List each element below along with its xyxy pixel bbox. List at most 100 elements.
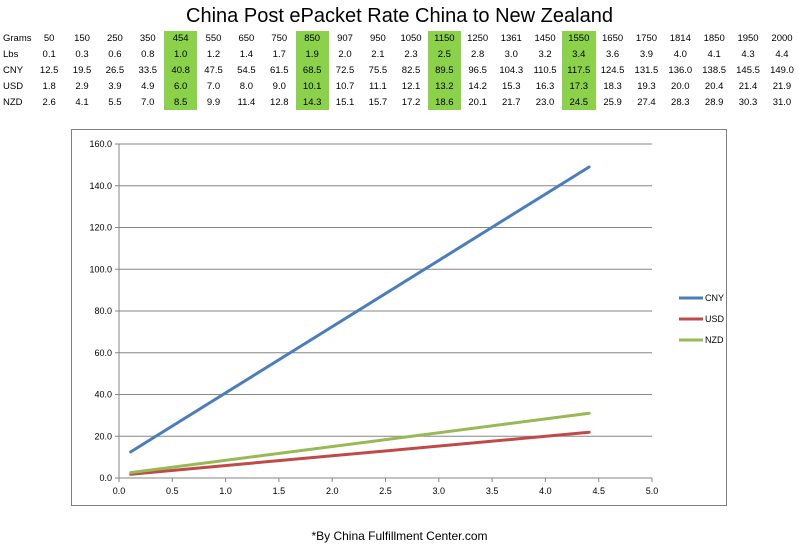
- table-cell: 2.5: [427, 46, 461, 63]
- table-row: NZD 2.6 4.1 5.5 7.0 8.5 9.9 11.4 12.8 14.3 15.1 15.…: [2, 94, 799, 110]
- x-tick-label: 1.0: [219, 486, 232, 496]
- table-cell: 20.0: [671, 80, 690, 92]
- table-cell: 1.4: [239, 49, 254, 61]
- table-cell: 17.3: [561, 78, 596, 95]
- table-cell: 12.8: [270, 96, 289, 108]
- table-cell: 950: [369, 33, 386, 45]
- table-cell: 14.2: [468, 80, 487, 92]
- table-cell: 350: [139, 33, 156, 45]
- table-cell: 1450: [534, 33, 556, 45]
- table-cell: 1.2: [206, 49, 221, 61]
- table-cell: 0.8: [141, 49, 155, 61]
- page-title: China Post ePacket Rate China to New Zea…: [186, 5, 613, 27]
- table-cell: 3.0: [504, 49, 518, 61]
- table-cell: 14.3: [295, 94, 329, 110]
- table-cell: 47.5: [204, 64, 223, 76]
- table-cell: 1250: [467, 33, 489, 45]
- table-cell: 550: [205, 33, 222, 45]
- series-line-nzd: [129, 411, 591, 475]
- table-cell: 23.0: [535, 96, 555, 108]
- table-cell: 15.1: [335, 96, 355, 108]
- table-cell: 75.5: [368, 64, 388, 76]
- table-cell: 4.1: [707, 49, 721, 61]
- table-cell: 0.6: [108, 49, 122, 61]
- table-cell: 3.6: [605, 49, 620, 61]
- x-tick-label: 2.0: [326, 486, 339, 496]
- table-cell: 68.5: [295, 62, 329, 79]
- table-cell: 6.0: [164, 78, 198, 95]
- table-cell: 104.3: [499, 64, 524, 76]
- table-cell: 20.4: [704, 80, 724, 92]
- table-cell: 1814: [669, 33, 691, 45]
- table-cell: 12.5: [39, 64, 59, 76]
- table-cell: 1750: [635, 33, 658, 45]
- table-cell: 10.7: [335, 80, 355, 92]
- table-cell: 250: [106, 33, 123, 45]
- table-cell: 25.9: [603, 96, 622, 108]
- table-cell: 1361: [500, 33, 522, 45]
- table-cell: 850: [295, 31, 329, 47]
- table-cell: 136.0: [668, 64, 693, 76]
- table-cell: 89.5: [427, 62, 461, 79]
- footnote: *By China Fulfillment Center.com: [311, 529, 488, 543]
- y-tick-label: 80.0: [94, 306, 112, 316]
- table-cell: 117.5: [561, 62, 596, 79]
- rate-table: Grams 50 150 250 350 454 550 650 750 850 907 950 105…: [2, 31, 799, 110]
- table-row: Lbs 0.1 0.3 0.6 0.8 1.0 1.2 1.4 1.7 1.9 2.0 2.1 2.3 2…: [2, 46, 799, 63]
- table-cell: 18.3: [603, 80, 622, 92]
- table-row: CNY 12.5 19.5 26.5 33.5 40.8 47.5 54.5 61.5 68.5 7…: [2, 62, 799, 79]
- x-tick-label: 5.0: [646, 486, 659, 496]
- table-cell: 1850: [703, 33, 725, 45]
- table-cell: 3.4: [561, 46, 596, 63]
- row-header: USD: [3, 80, 24, 92]
- row-header: Grams: [3, 33, 32, 45]
- x-tick-label: 4.5: [592, 486, 605, 496]
- legend-label-nzd: NZD: [705, 335, 724, 345]
- table-cell: 10.1: [295, 78, 329, 95]
- table-cell: 907: [337, 33, 353, 45]
- table-cell: 2.6: [42, 96, 56, 108]
- x-tick-label: 4.0: [539, 486, 552, 496]
- table-cell: 21.7: [502, 96, 521, 108]
- series-line-cny: [129, 165, 591, 454]
- table-cell: 8.5: [164, 94, 198, 110]
- x-tick-label: 0.0: [113, 486, 126, 496]
- table-cell: 4.0: [673, 49, 687, 61]
- table-cell: 54.5: [237, 64, 256, 76]
- table-cell: 4.3: [741, 49, 755, 61]
- table-cell: 1.7: [272, 49, 286, 61]
- table-cell: 3.2: [538, 49, 552, 61]
- table-cell: 131.5: [634, 64, 659, 76]
- table-cell: 150: [74, 33, 90, 45]
- table-cell: 1.8: [42, 80, 56, 92]
- table-cell: 4.9: [141, 80, 155, 92]
- table-cell: 26.5: [105, 64, 125, 76]
- row-header: Lbs: [3, 49, 19, 61]
- table-cell: 3.9: [108, 80, 122, 92]
- table-cell: 2.0: [338, 49, 352, 61]
- table-cell: 16.3: [535, 80, 555, 92]
- x-tick-label: 3.0: [433, 486, 446, 496]
- x-tick-label: 2.5: [379, 486, 392, 496]
- table-cell: 61.5: [270, 64, 289, 76]
- table-cell: 8.0: [239, 80, 254, 92]
- table-cell: 2000: [771, 33, 793, 45]
- table-cell: 2.3: [404, 49, 418, 61]
- table-cell: 15.7: [368, 96, 388, 108]
- chart-area: 0.0 20.0 40.0 60.0 80.0 100.0 120.0 140.0 160.0 0…: [71, 129, 727, 506]
- y-tick-label: 160.0: [89, 139, 112, 149]
- table-cell: 124.5: [600, 64, 625, 76]
- y-tick-label: 0.0: [99, 473, 112, 483]
- table-cell: 28.3: [671, 96, 690, 108]
- table-cell: 21.4: [738, 80, 758, 92]
- table-cell: 30.3: [738, 96, 758, 108]
- table-cell: 19.5: [72, 64, 92, 76]
- line-chart: 0.0 20.0 40.0 60.0 80.0 100.0 120.0 140.0 160.0 0…: [89, 139, 724, 496]
- table-cell: 20.1: [468, 96, 487, 108]
- table-cell: 750: [271, 33, 288, 45]
- y-tick-label: 100.0: [89, 264, 112, 274]
- table-cell: 2.1: [371, 49, 385, 61]
- table-cell: 454: [164, 31, 198, 47]
- table-cell: 24.5: [561, 94, 596, 110]
- table-cell: 138.5: [702, 64, 727, 76]
